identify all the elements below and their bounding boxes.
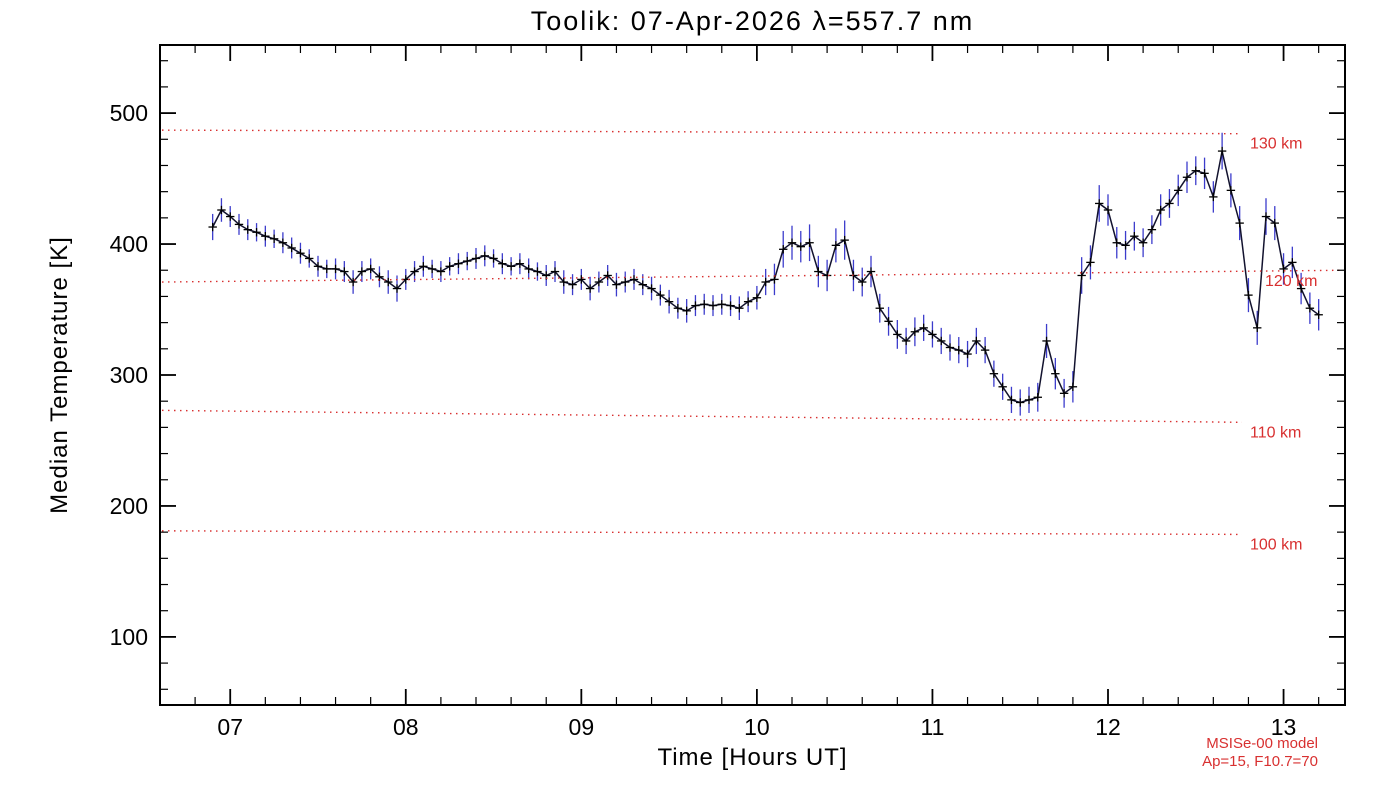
x-tick-label: 13 — [1271, 714, 1297, 740]
model-lines: 130 km 120 km 110 km 100 km — [161, 129, 1344, 553]
x-tick-label: 08 — [393, 714, 419, 740]
x-axis-label: Time [Hours UT] — [657, 744, 848, 771]
y-tick-label: 200 — [110, 493, 148, 519]
y-tick-label: 100 — [110, 624, 148, 650]
model-annotation: MSISe-00 model Ap=15, F10.7=70 — [1202, 735, 1318, 771]
x-tick-label: 12 — [1095, 714, 1121, 740]
model-line-label: 100 km — [1250, 536, 1302, 553]
model-line-label: 130 km — [1250, 136, 1302, 153]
axes: 07 08 09 10 11 12 13 100 200 300 400 500 — [110, 44, 1346, 740]
error-bars — [212, 132, 1320, 416]
model-line-label: 120 km — [1265, 273, 1317, 290]
model-line-label: 110 km — [1250, 424, 1301, 441]
model-annotation-line1: MSISe-00 model — [1206, 735, 1318, 752]
x-tick-label: 10 — [744, 714, 770, 740]
x-tick-label: 09 — [569, 714, 595, 740]
x-tick-label: 11 — [920, 714, 944, 740]
chart-title: Toolik: 07-Apr-2026 λ=557.7 nm — [530, 6, 975, 36]
y-tick-label: 400 — [110, 231, 148, 257]
model-annotation-line2: Ap=15, F10.7=70 — [1202, 753, 1318, 770]
data-markers — [208, 146, 1323, 407]
y-tick-label: 500 — [110, 100, 148, 126]
x-tick-label: 07 — [217, 714, 243, 740]
y-tick-label: 300 — [110, 362, 148, 388]
